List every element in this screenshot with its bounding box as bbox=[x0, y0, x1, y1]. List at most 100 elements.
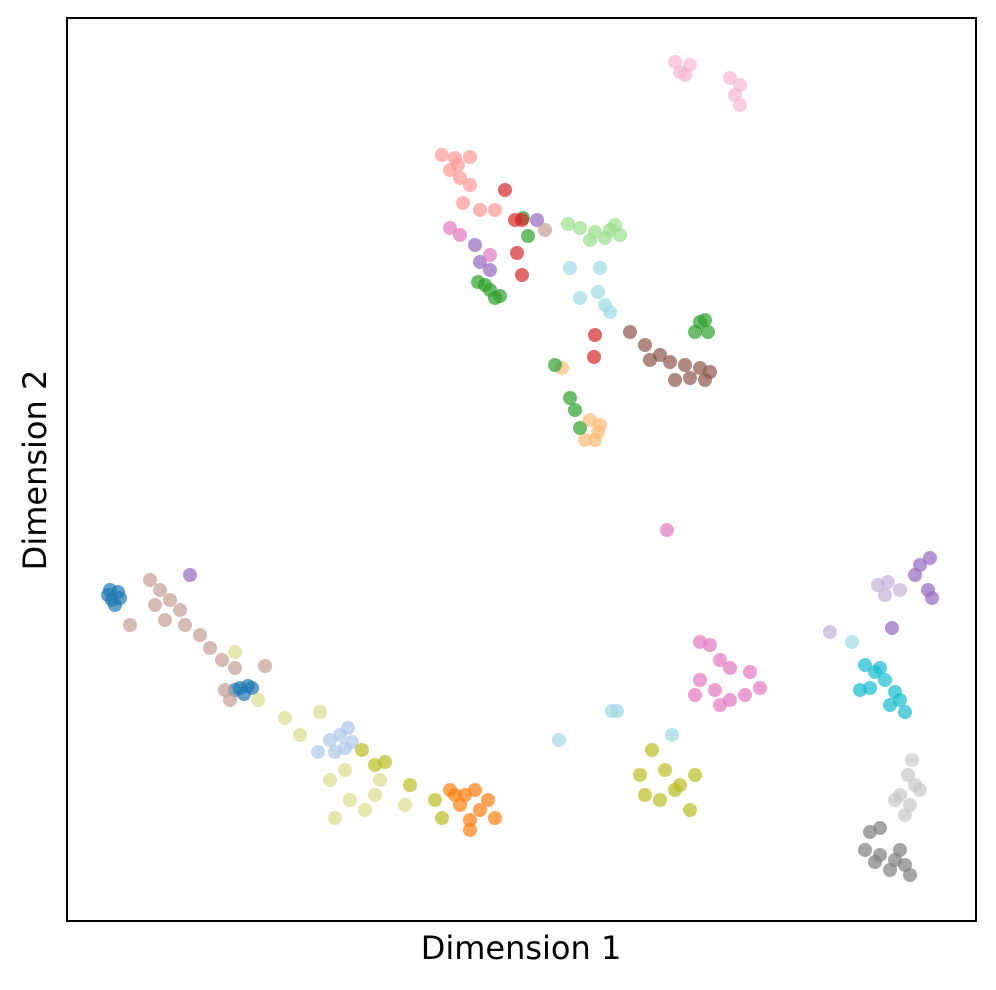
point bbox=[881, 575, 895, 589]
point bbox=[443, 783, 457, 797]
point bbox=[178, 618, 192, 632]
point bbox=[878, 673, 892, 687]
point bbox=[435, 148, 449, 162]
point bbox=[678, 358, 692, 372]
point bbox=[668, 373, 682, 387]
point bbox=[328, 811, 342, 825]
point bbox=[588, 433, 602, 447]
point bbox=[521, 229, 535, 243]
point bbox=[688, 325, 702, 339]
point bbox=[643, 353, 657, 367]
point bbox=[623, 325, 637, 339]
point bbox=[463, 823, 477, 837]
point bbox=[903, 868, 917, 882]
point bbox=[498, 183, 512, 197]
point bbox=[163, 593, 177, 607]
point bbox=[358, 803, 372, 817]
point bbox=[515, 213, 529, 227]
point bbox=[645, 743, 659, 757]
point bbox=[456, 196, 470, 210]
x-axis-label: Dimension 1 bbox=[421, 929, 622, 967]
point bbox=[688, 688, 702, 702]
point bbox=[143, 573, 157, 587]
point bbox=[237, 687, 251, 701]
point bbox=[538, 223, 552, 237]
point bbox=[673, 65, 687, 79]
point bbox=[341, 721, 355, 735]
point bbox=[463, 178, 477, 192]
y-axis-label: Dimension 2 bbox=[16, 370, 54, 571]
point bbox=[473, 255, 487, 269]
point bbox=[573, 291, 587, 305]
point bbox=[593, 418, 607, 432]
point bbox=[853, 683, 867, 697]
point bbox=[573, 421, 587, 435]
point bbox=[453, 171, 467, 185]
point bbox=[203, 641, 217, 655]
point bbox=[723, 71, 737, 85]
point bbox=[898, 705, 912, 719]
point bbox=[123, 618, 137, 632]
point bbox=[658, 763, 672, 777]
point bbox=[578, 433, 592, 447]
point bbox=[698, 373, 712, 387]
point bbox=[605, 704, 619, 718]
point bbox=[898, 808, 912, 822]
point bbox=[823, 625, 837, 639]
point bbox=[733, 98, 747, 112]
point bbox=[218, 683, 232, 697]
point bbox=[510, 246, 524, 260]
point bbox=[893, 843, 907, 857]
point bbox=[638, 788, 652, 802]
point bbox=[468, 238, 482, 252]
point bbox=[883, 698, 897, 712]
point bbox=[473, 203, 487, 217]
point bbox=[587, 350, 601, 364]
point bbox=[548, 358, 562, 372]
point bbox=[573, 221, 587, 235]
point bbox=[688, 768, 702, 782]
point bbox=[588, 328, 602, 342]
point bbox=[530, 213, 544, 227]
point bbox=[698, 313, 712, 327]
point bbox=[563, 261, 577, 275]
point bbox=[568, 403, 582, 417]
plot-area bbox=[67, 18, 976, 921]
point bbox=[753, 681, 767, 695]
point bbox=[598, 231, 612, 245]
point bbox=[591, 285, 605, 299]
plot-frame bbox=[66, 17, 977, 922]
point bbox=[868, 855, 882, 869]
point bbox=[883, 863, 897, 877]
point bbox=[713, 653, 727, 667]
point bbox=[683, 371, 697, 385]
point bbox=[660, 523, 674, 537]
point bbox=[258, 659, 272, 673]
point bbox=[398, 798, 412, 812]
point bbox=[923, 551, 937, 565]
point bbox=[901, 768, 915, 782]
point bbox=[451, 158, 465, 172]
point bbox=[703, 638, 717, 652]
point bbox=[251, 693, 265, 707]
point bbox=[885, 621, 899, 635]
point bbox=[481, 793, 495, 807]
point bbox=[608, 218, 622, 232]
point bbox=[488, 291, 502, 305]
point bbox=[563, 391, 577, 405]
point bbox=[845, 635, 859, 649]
point bbox=[488, 811, 502, 825]
point bbox=[708, 683, 722, 697]
point bbox=[638, 338, 652, 352]
point bbox=[561, 217, 575, 231]
point bbox=[893, 583, 907, 597]
point bbox=[663, 355, 677, 369]
point bbox=[355, 743, 369, 757]
point bbox=[468, 783, 482, 797]
point bbox=[435, 811, 449, 825]
point bbox=[463, 150, 477, 164]
point bbox=[552, 733, 566, 747]
point bbox=[215, 653, 229, 667]
point bbox=[378, 755, 392, 769]
